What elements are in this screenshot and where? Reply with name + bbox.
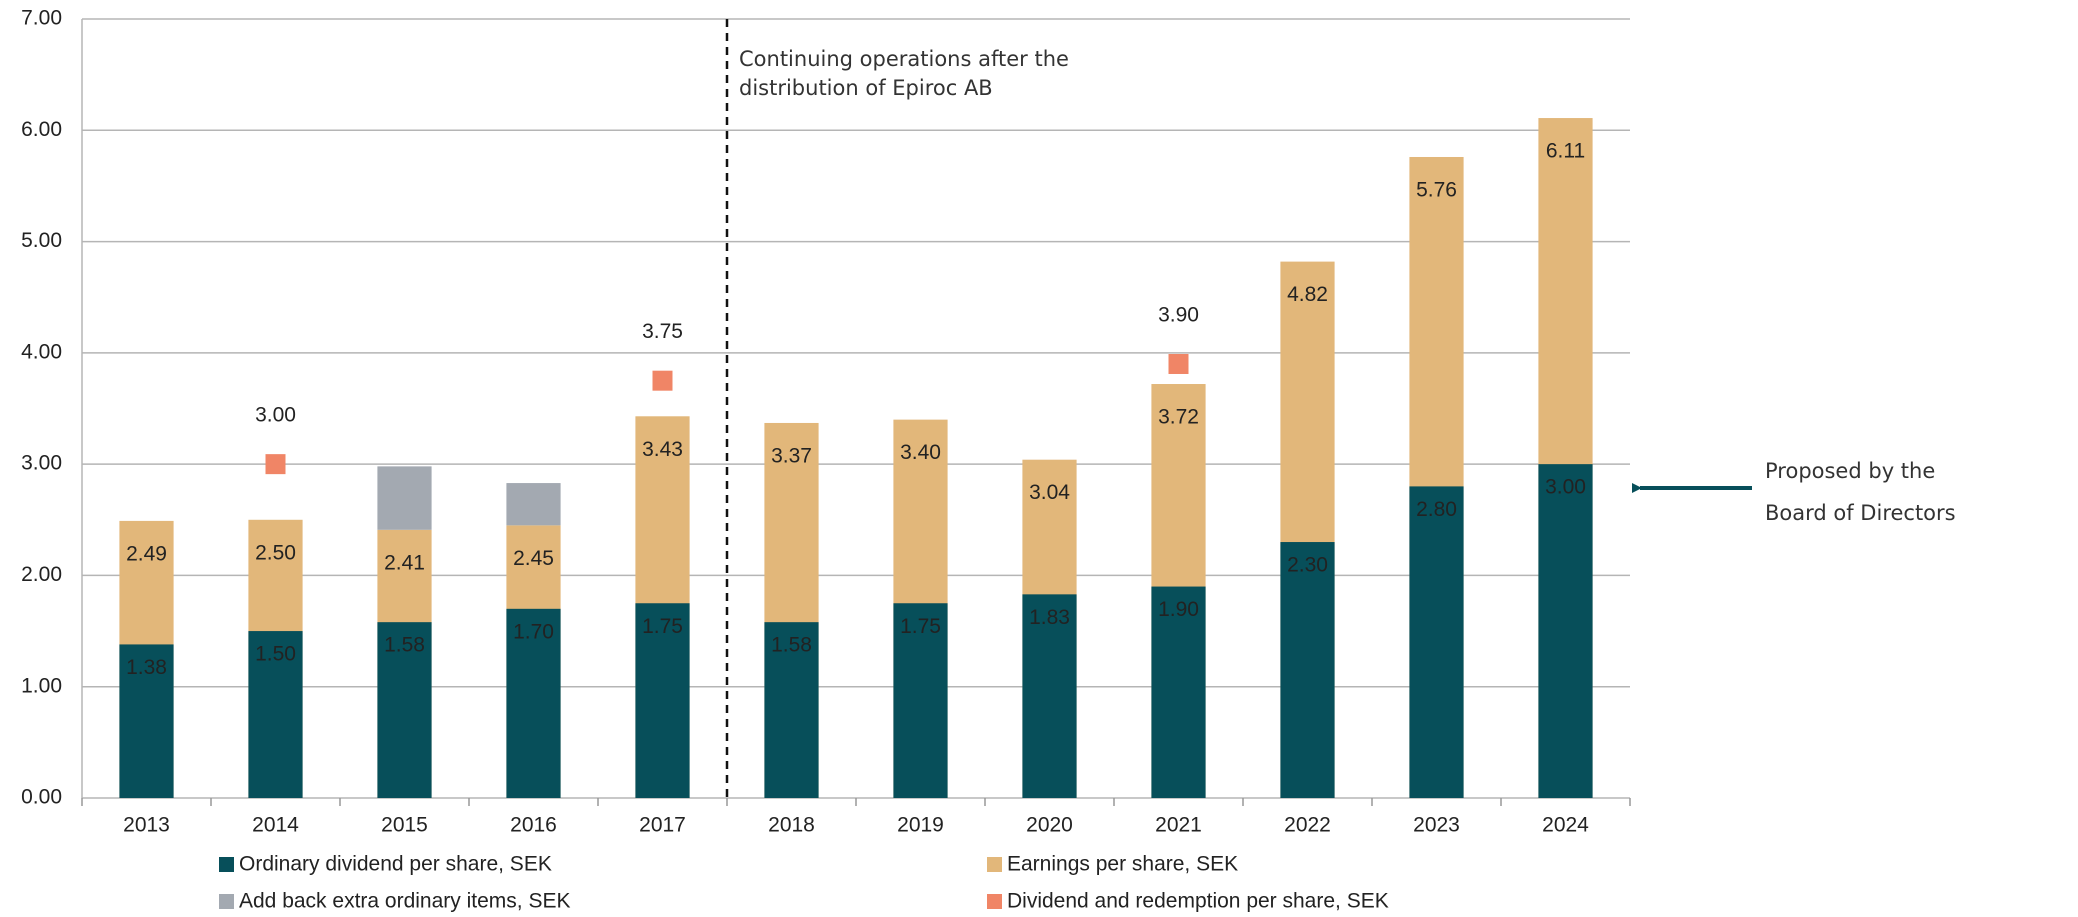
value-label: 1.58 [771,634,812,657]
bar [1022,594,1077,798]
bar [635,603,690,798]
y-tick-label: 3.00 [21,452,62,475]
value-label: 3.00 [1545,476,1586,499]
value-label: 4.82 [1287,283,1328,306]
x-tick-label: 2019 [897,814,944,837]
x-tick-label: 2022 [1284,814,1331,837]
legend-swatch [987,894,1002,909]
x-tick-label: 2018 [768,814,815,837]
value-label: 3.75 [642,320,683,343]
value-label: 1.50 [255,643,296,666]
y-tick-label: 4.00 [21,340,62,363]
legend-label: Dividend and redemption per share, SEK [1007,890,1389,913]
x-tick-label: 2017 [639,814,686,837]
value-label: 1.70 [513,620,554,643]
value-label: 3.04 [1029,481,1070,504]
bar [1538,464,1593,798]
value-label: 1.38 [126,656,167,679]
value-label: 3.40 [900,441,941,464]
value-label: 3.37 [771,445,812,468]
value-label: 3.90 [1158,304,1199,327]
y-tick-label: 2.00 [21,563,62,586]
legend-label: Add back extra ordinary items, SEK [239,890,570,913]
value-label: 2.50 [255,541,296,564]
bar [1280,542,1335,798]
legend-label: Earnings per share, SEK [1007,853,1238,876]
x-tick-label: 2024 [1542,814,1589,837]
bar [377,466,432,530]
y-tick-label: 5.00 [21,229,62,252]
legend-label: Ordinary dividend per share, SEK [239,853,552,876]
value-label: 2.80 [1416,498,1457,521]
value-label: 3.43 [642,438,683,461]
value-label: 2.41 [384,551,425,574]
bar [506,608,561,798]
value-label: 3.72 [1158,406,1199,429]
value-label: 2.30 [1287,554,1328,577]
bar [893,603,948,798]
legend-swatch [987,857,1002,872]
y-tick-label: 6.00 [21,118,62,141]
marker [1168,353,1189,374]
bar [377,622,432,798]
value-label: 6.11 [1546,140,1585,163]
value-label: 2.45 [513,547,554,570]
x-tick-label: 2016 [510,814,557,837]
x-tick-label: 2014 [252,814,299,837]
y-tick-label: 1.00 [21,674,62,697]
bar [119,644,174,798]
marker [652,370,673,391]
legend-swatch [219,894,234,909]
value-label: 1.75 [642,615,683,638]
value-label: 1.58 [384,634,425,657]
value-label: 1.83 [1029,606,1070,629]
x-tick-label: 2013 [123,814,170,837]
value-label: 2.49 [126,542,167,565]
bar [1409,486,1464,798]
x-tick-label: 2021 [1155,814,1202,837]
value-label: 1.75 [900,615,941,638]
value-label: 1.90 [1158,598,1199,621]
x-tick-label: 2023 [1413,814,1460,837]
marker [265,454,286,475]
y-tick-label: 0.00 [21,786,62,809]
bar [764,622,819,798]
bar [1151,586,1206,798]
annotation: Continuing operations after the [739,47,1069,71]
bar [248,631,303,798]
legend-swatch [219,857,234,872]
x-tick-label: 2015 [381,814,428,837]
annotation: Board of Directors [1765,501,1956,525]
annotation: Proposed by the [1765,459,1935,483]
annotation: distribution of Epiroc AB [739,76,993,100]
y-tick-label: 7.00 [21,7,62,30]
x-tick-label: 2020 [1026,814,1073,837]
value-label: 5.76 [1416,179,1457,202]
bar [506,483,561,526]
value-label: 3.00 [255,404,296,427]
